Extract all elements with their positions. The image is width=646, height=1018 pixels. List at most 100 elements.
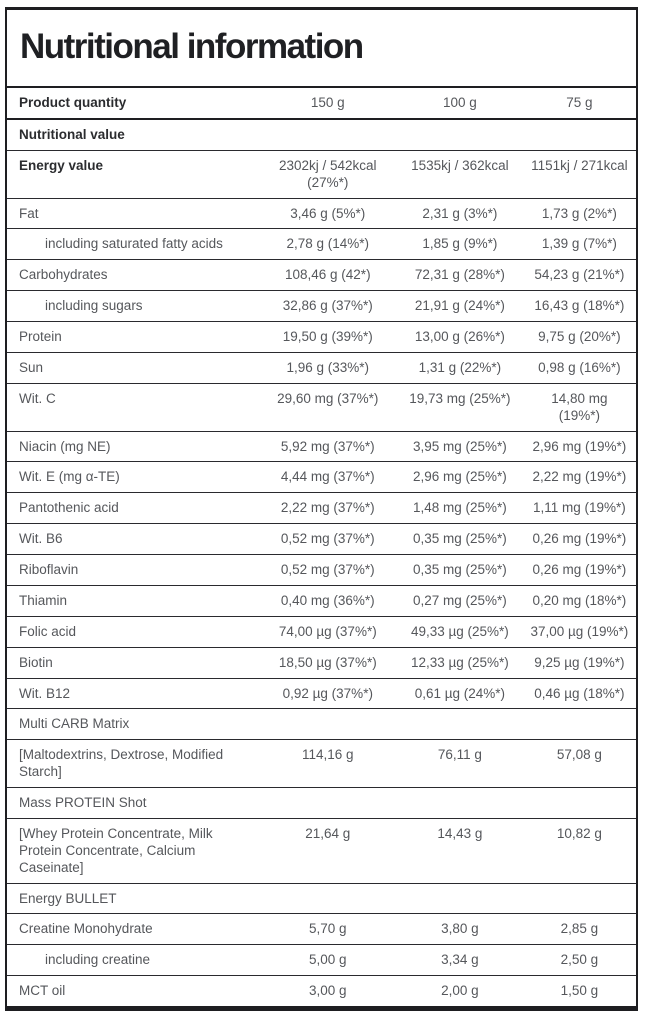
row-value: 1151kj / 271kcal [522, 149, 636, 198]
row-value: 3,95 mg (25%*) [396, 430, 523, 462]
row-label: Creatine Monohydrate [7, 913, 259, 945]
table-body: Nutritional value Energy value 2302kj / 54… [7, 118, 636, 1006]
row-label: Wit. B12 [7, 677, 259, 709]
row-label: Pantothenic acid [7, 492, 259, 524]
table-row: Fat 3,46 g (5%*) 2,31 g (3%*) 1,73 g (2%*) [7, 197, 636, 229]
row-value: 114,16 g [258, 739, 397, 788]
table-row: Carbohydrates 108,46 g (42*) 72,31 g (28%*… [7, 259, 636, 291]
table-row: Folic acid 74,00 µg (37%*) 49,33 µg (25%*)… [7, 615, 636, 648]
product-quantity-row: Product quantity 150 g 100 g 75 g [7, 88, 636, 120]
row-value: 0,26 mg (19%*) [522, 523, 636, 555]
row-value: 108,46 g (42*) [258, 259, 397, 291]
row-value: 2,96 mg (19%*) [522, 430, 636, 462]
row-value: 1535kj / 362kcal [396, 149, 523, 198]
table-row: Creatine Monohydrate 5,70 g 3,80 g 2,85 g [7, 913, 636, 945]
row-label: Wit. E (mg α-TE) [7, 461, 259, 493]
row-value: 0,27 mg (25%*) [396, 584, 523, 617]
table-row: Wit. C 29,60 mg (37%*) 19,73 mg (25%*) 14,8… [7, 382, 636, 431]
table-row: including sugars 32,86 g (37%*) 21,91 g (2… [7, 290, 636, 322]
quantity-col-2: 100 g [396, 88, 523, 120]
row-value: 14,43 g [396, 817, 523, 883]
row-label: including sugars [7, 290, 259, 322]
table-row: Energy value 2302kj / 542kcal (27%*) 1535k… [7, 149, 636, 198]
row-value: 12,33 µg (25%*) [396, 646, 523, 678]
row-value: 1,39 g (7%*) [522, 228, 636, 260]
row-value: 1,96 g (33%*) [258, 351, 397, 384]
quantity-col-3: 75 g [522, 88, 636, 120]
row-value: 1,48 mg (25%*) [396, 492, 523, 524]
table-row: MCT oil 3,00 g 2,00 g 1,50 g [7, 975, 636, 1006]
row-value: 0,52 mg (37%*) [258, 523, 397, 555]
table-row: Wit. B12 0,92 µg (37%*) 0,61 µg (24%*) 0,46… [7, 677, 636, 709]
row-value: 2,31 g (3%*) [396, 197, 523, 229]
row-value: 19,73 mg (25%*) [396, 382, 523, 431]
row-value: 74,00 µg (37%*) [258, 615, 397, 648]
row-value: 14,80 mg (19%*) [522, 382, 636, 431]
row-value: 32,86 g (37%*) [258, 290, 397, 322]
row-value: 19,50 g (39%*) [258, 321, 397, 353]
row-value: 0,61 µg (24%*) [396, 677, 523, 709]
table-row: including creatine 5,00 g 3,34 g 2,50 g [7, 944, 636, 976]
row-label: Wit. C [7, 382, 259, 431]
table-row: Mass PROTEIN Shot [7, 787, 636, 819]
row-label: including saturated fatty acids [7, 228, 259, 260]
section-row-label: Energy BULLET [7, 882, 636, 914]
row-value: 0,46 µg (18%*) [522, 677, 636, 709]
row-label: Wit. B6 [7, 523, 259, 555]
row-value: 54,23 g (21%*) [522, 259, 636, 291]
row-value: 0,92 µg (37%*) [258, 677, 397, 709]
panel-title: Nutritional information [7, 10, 636, 88]
table-row: Thiamin 0,40 mg (36%*) 0,27 mg (25%*) 0,20 … [7, 584, 636, 617]
table-row: Wit. E (mg α-TE) 4,44 mg (37%*) 2,96 mg (2… [7, 461, 636, 493]
row-value: 3,00 g [258, 975, 397, 1006]
section-row-label: Mass PROTEIN Shot [7, 787, 636, 819]
table-row: [Whey Protein Concentrate, Milk Protein … [7, 817, 636, 883]
row-label: [Whey Protein Concentrate, Milk Protein … [7, 817, 259, 883]
row-value: 10,82 g [522, 817, 636, 883]
table-row: Nutritional value [7, 118, 636, 151]
product-quantity-label: Product quantity [7, 88, 259, 120]
row-value: 2302kj / 542kcal (27%*) [258, 149, 397, 198]
row-value: 1,85 g (9%*) [396, 228, 523, 260]
table-row: Wit. B6 0,52 mg (37%*) 0,35 mg (25%*) 0,26 … [7, 523, 636, 555]
row-value: 0,98 g (16%*) [522, 351, 636, 384]
row-value: 2,00 g [396, 975, 523, 1006]
row-label: including creatine [7, 944, 259, 976]
row-value: 57,08 g [522, 739, 636, 788]
table-row: Pantothenic acid 2,22 mg (37%*) 1,48 mg (2… [7, 492, 636, 524]
row-label: Fat [7, 197, 259, 229]
row-value: 0,40 mg (36%*) [258, 584, 397, 617]
row-value: 5,70 g [258, 913, 397, 945]
table-row: Protein 19,50 g (39%*) 13,00 g (26%*) 9,75 … [7, 321, 636, 353]
section-row-label: Nutritional value [7, 118, 636, 151]
row-value: 2,96 mg (25%*) [396, 461, 523, 493]
row-value: 5,00 g [258, 944, 397, 976]
row-value: 49,33 µg (25%*) [396, 615, 523, 648]
row-value: 1,31 g (22%*) [396, 351, 523, 384]
row-value: 1,11 mg (19%*) [522, 492, 636, 524]
row-value: 0,35 mg (25%*) [396, 523, 523, 555]
row-label: Protein [7, 321, 259, 353]
nutrition-panel: Nutritional information Product quantity… [5, 7, 638, 1011]
row-value: 2,50 g [522, 944, 636, 976]
nutrition-table: Product quantity 150 g 100 g 75 g Nutrit… [7, 88, 636, 1006]
row-value: 1,73 g (2%*) [522, 197, 636, 229]
row-label: Biotin [7, 646, 259, 678]
table-row: Multi CARB Matrix [7, 708, 636, 740]
section-row-label: Multi CARB Matrix [7, 708, 636, 740]
table-row: Niacin (mg NE) 5,92 mg (37%*) 3,95 mg (25%… [7, 430, 636, 462]
row-value: 16,43 g (18%*) [522, 290, 636, 322]
row-value: 0,26 mg (19%*) [522, 554, 636, 586]
row-value: 18,50 µg (37%*) [258, 646, 397, 678]
row-value: 29,60 mg (37%*) [258, 382, 397, 431]
row-value: 2,22 mg (37%*) [258, 492, 397, 524]
row-value: 5,92 mg (37%*) [258, 430, 397, 462]
row-value: 21,91 g (24%*) [396, 290, 523, 322]
table-row: Riboflavin 0,52 mg (37%*) 0,35 mg (25%*) 0,… [7, 554, 636, 586]
row-value: 2,22 mg (19%*) [522, 461, 636, 493]
row-value: 1,50 g [522, 975, 636, 1006]
row-value: 21,64 g [258, 817, 397, 883]
row-label: [Maltodextrins, Dextrose, Modified Starc… [7, 739, 259, 788]
table-row: Energy BULLET [7, 882, 636, 914]
row-value: 37,00 µg (19%*) [522, 615, 636, 648]
